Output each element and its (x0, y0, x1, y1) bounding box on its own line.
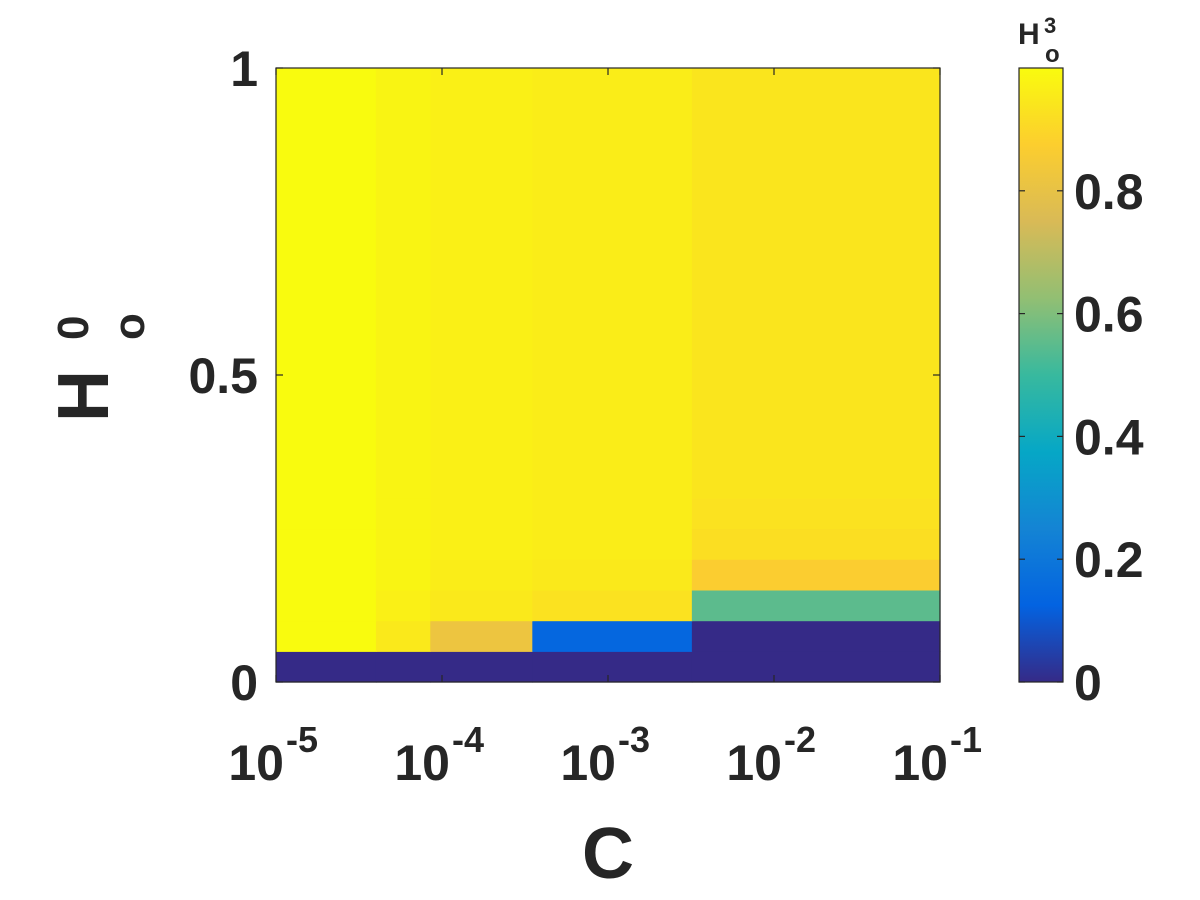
heatmap-cell (276, 528, 377, 560)
svg-text:o: o (1045, 41, 1060, 68)
svg-text:3: 3 (1044, 13, 1056, 38)
heatmap-cell (375, 651, 431, 683)
y-tick-labels: 00.51 (188, 41, 258, 711)
svg-text:o: o (105, 313, 154, 340)
y-axis-title-sup: 0 (49, 316, 98, 340)
svg-text:H: H (44, 370, 124, 422)
heatmap-cell (430, 68, 533, 499)
heatmap-cell (532, 68, 693, 499)
heatmap-cell (691, 497, 941, 530)
heatmap-cell (430, 497, 533, 530)
svg-text:-5: -5 (286, 719, 318, 760)
y-axis-title: H 0 o (44, 313, 154, 422)
heatmap-cell (532, 559, 693, 591)
y-axis-title-base: H (44, 370, 124, 422)
colorbar-tick-labels: 0 0.2 0.4 0.6 0.8 (1074, 164, 1144, 711)
heatmap-cell (691, 528, 941, 560)
svg-text:10: 10 (892, 735, 948, 791)
svg-text:-3: -3 (618, 719, 650, 760)
heatmap-cell (375, 620, 431, 652)
heatmap-cell (430, 620, 533, 652)
heatmap-cell (375, 528, 431, 560)
axis-ticks (275, 67, 941, 683)
heatmap-cell (276, 589, 377, 622)
colorbar (1018, 67, 1064, 683)
svg-text:10: 10 (228, 735, 284, 791)
colorbar-tick-label: 0.4 (1074, 409, 1144, 465)
colorbar-title-sub: o (1045, 41, 1060, 68)
svg-text:H: H (1018, 18, 1040, 51)
colorbar-tick-label: 0 (1074, 655, 1102, 711)
colorbar-tick-label: 0.6 (1074, 287, 1144, 343)
heatmap-cells (276, 68, 941, 683)
heatmap-cell (430, 589, 533, 622)
svg-text:0: 0 (49, 316, 98, 340)
colorbar-ticks (1019, 190, 1063, 683)
y-tick-label: 0.5 (188, 348, 258, 404)
y-tick-label: 0 (230, 655, 258, 711)
heatmap-cell (375, 589, 431, 622)
heatmap-cell (691, 559, 941, 591)
svg-text:10: 10 (394, 735, 450, 791)
heatmap-cell (691, 651, 941, 683)
x-tick-label: 10 -5 (228, 719, 318, 791)
colorbar-tick-label: 0.2 (1074, 532, 1144, 588)
x-axis-title: C (582, 814, 634, 894)
colorbar-title: H 3 o (1018, 13, 1060, 68)
heatmap-cell (276, 497, 377, 530)
y-tick-label: 1 (230, 41, 258, 97)
heatmap-cell (375, 68, 431, 499)
heatmap-cell (532, 528, 693, 560)
heatmap-cell (276, 651, 377, 683)
heatmap-cell (430, 559, 533, 591)
heatmap-cell (532, 651, 693, 683)
svg-text:-1: -1 (950, 719, 982, 760)
heatmap-cell (691, 68, 941, 499)
x-tick-labels: 10 -5 10 -4 10 -3 10 -2 10 -1 (228, 719, 982, 791)
colorbar-title-base: H (1018, 18, 1040, 51)
colorbar-title-sup: 3 (1044, 13, 1056, 38)
heatmap-cell (532, 620, 693, 652)
heatmap-cell (430, 651, 533, 683)
heatmap-cell (691, 620, 941, 652)
svg-text:-2: -2 (784, 719, 816, 760)
heatmap-cell (532, 497, 693, 530)
heatmap-cell (276, 559, 377, 591)
x-tick-label: 10 -2 (726, 719, 816, 791)
x-tick-label: 10 -1 (892, 719, 982, 791)
svg-text:-4: -4 (452, 719, 484, 760)
x-tick-label: 10 -3 (560, 719, 650, 791)
heatmap-cell (276, 620, 377, 652)
heatmap-cell (430, 528, 533, 560)
heatmap-cell (375, 497, 431, 530)
y-axis-title-sub: o (105, 313, 154, 340)
svg-text:10: 10 (560, 735, 616, 791)
heatmap-cell (691, 589, 941, 622)
heatmap-cell (375, 559, 431, 591)
x-tick-label: 10 -4 (394, 719, 484, 791)
heatmap-cell (276, 68, 377, 499)
heatmap-cell (532, 589, 693, 622)
svg-text:10: 10 (726, 735, 782, 791)
colorbar-tick-label: 0.8 (1074, 164, 1144, 220)
